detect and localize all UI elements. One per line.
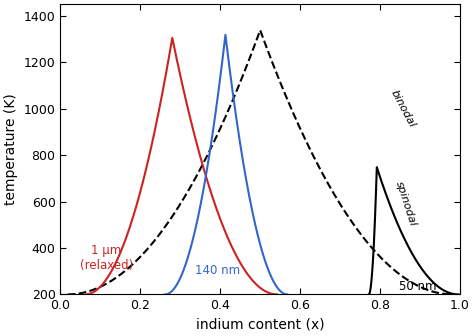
Text: spinodal: spinodal	[394, 180, 418, 228]
Text: 140 nm: 140 nm	[195, 264, 241, 277]
X-axis label: indium content (x): indium content (x)	[196, 318, 325, 332]
Y-axis label: temperature (K): temperature (K)	[4, 93, 18, 205]
Text: 1 μm
(relaxed): 1 μm (relaxed)	[80, 244, 133, 272]
Text: binodal: binodal	[389, 88, 417, 129]
Text: 50 nm: 50 nm	[399, 280, 437, 293]
